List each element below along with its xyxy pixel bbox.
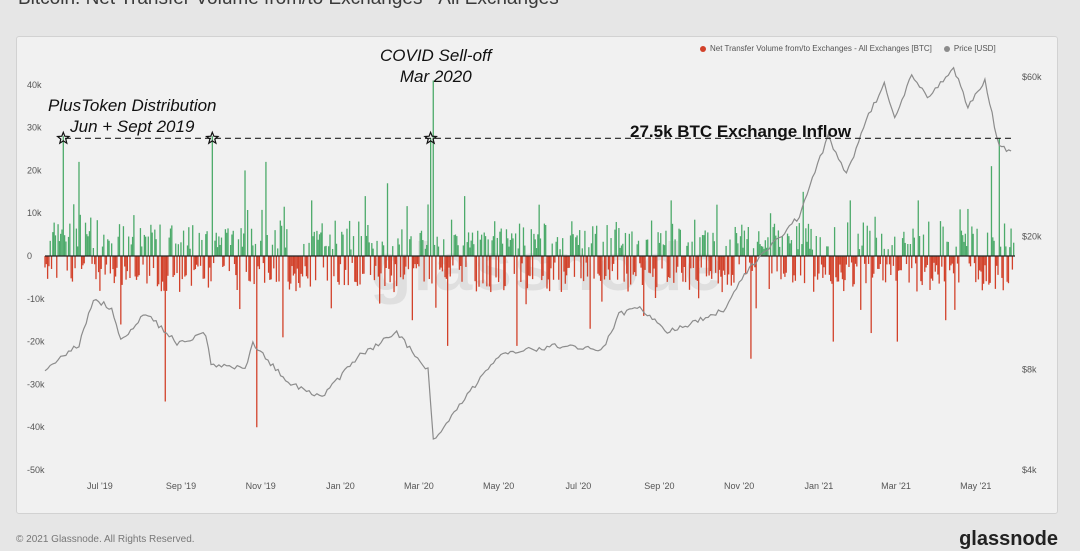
y-left-tick-label: 0 (27, 251, 32, 261)
y-left-tick-label: -40k (27, 422, 45, 432)
x-tick-label: Jan '21 (805, 481, 834, 491)
y-left-tick-label: -20k (27, 337, 45, 347)
legend-dot-inflow (700, 45, 706, 52)
x-tick-label: Nov '19 (246, 481, 276, 491)
x-tick-label: Mar '20 (404, 481, 434, 491)
x-tick-label: Jul '20 (566, 481, 592, 491)
y-left-tick-label: -10k (27, 294, 45, 304)
star-marker-jun-2019 (56, 130, 71, 145)
legend-item-price[interactable]: Price [USD] (943, 44, 996, 53)
legend-dot-price (943, 45, 950, 52)
annotation-plustoken-line1: PlusToken Distribution (48, 96, 217, 115)
x-tick-label: Sep '19 (166, 481, 196, 491)
annotation-covid-line1: COVID Sell-off (380, 46, 492, 65)
brand-logo: glassnode (959, 528, 1058, 550)
x-tick-label: Jul '19 (87, 481, 113, 491)
annotation-plustoken: PlusToken Distribution Jun + Sept 2019 (48, 95, 217, 137)
y-left-tick-label: 20k (27, 165, 42, 175)
x-tick-label: May '21 (960, 481, 991, 491)
x-tick-label: May '20 (483, 481, 514, 491)
y-left-tick-label: 40k (27, 80, 42, 90)
price-line (44, 66, 1012, 440)
legend-label-price: Price [USD] (953, 44, 996, 53)
y-left-tick-label: -30k (27, 379, 45, 389)
star-marker-sep-2019 (205, 130, 220, 145)
copyright: © 2021 Glassnode. All Rights Reserved. (16, 534, 195, 545)
annotation-inflow: 27.5k BTC Exchange Inflow (630, 122, 852, 141)
x-tick-label: Sep '20 (644, 481, 674, 491)
x-tick-label: Mar '21 (881, 481, 911, 491)
x-tick-label: Nov '20 (724, 481, 754, 491)
y-right-tick-label: $8k (1022, 364, 1037, 374)
legend: Net Transfer Volume from/to Exchanges - … (700, 44, 996, 53)
y-right-tick-label: $4k (1022, 465, 1037, 475)
y-left-tick-label: -50k (27, 465, 45, 475)
legend-item-inflow[interactable]: Net Transfer Volume from/to Exchanges - … (700, 44, 932, 53)
chart-title: Bitcoin: Net Transfer Volume from/to Exc… (18, 0, 559, 10)
y-left-tick-label: 10k (27, 208, 42, 218)
annotation-covid-line2: Mar 2020 (399, 67, 472, 86)
annotation-covid: COVID Sell-off Mar 2020 (380, 45, 491, 87)
chart-panel (16, 36, 1058, 514)
x-tick-label: Jan '20 (326, 481, 355, 491)
annotation-plustoken-line2: Jun + Sept 2019 (70, 117, 195, 136)
y-right-tick-label: $20k (1022, 231, 1042, 241)
star-marker-mar-2020 (423, 130, 438, 145)
y-left-tick-label: 30k (27, 123, 42, 133)
y-right-tick-label: $60k (1022, 72, 1042, 82)
legend-label-inflow: Net Transfer Volume from/to Exchanges - … (710, 44, 932, 53)
